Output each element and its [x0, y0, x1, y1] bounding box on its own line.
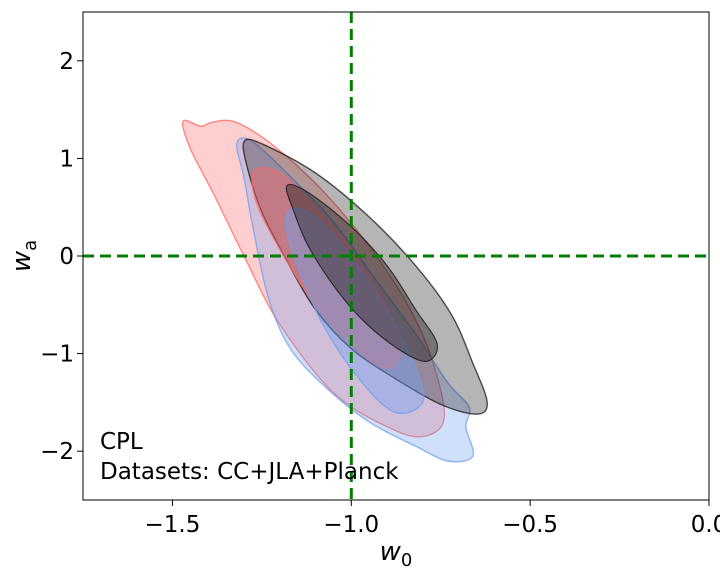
reference-lines	[83, 12, 709, 500]
y-tick-label: 1	[59, 146, 74, 172]
y-tick-label: 2	[59, 49, 74, 75]
x-axis-ticks: −1.5 −1.0 −0.5 0.0	[144, 500, 720, 538]
y-tick-label: −1	[40, 342, 74, 368]
y-tick-label: −2	[40, 439, 74, 465]
contour-layers	[182, 119, 488, 463]
model-annotation: CPL	[100, 429, 143, 455]
datasets-annotation: Datasets: CC+JLA+Planck	[100, 459, 399, 485]
contour-inner-0	[251, 167, 403, 369]
contour-outer-1	[235, 137, 475, 463]
x-tick-label: −1.5	[144, 512, 200, 538]
x-tick-label: 0.0	[691, 512, 720, 538]
x-axis-label: w0	[380, 537, 413, 571]
y-tick-label: 0	[59, 244, 74, 270]
y-axis-ticks: −2 −1 0 1 2	[40, 49, 83, 465]
y-axis-label: wa	[7, 240, 41, 272]
x-tick-label: −1.0	[323, 512, 379, 538]
x-tick-label: −0.5	[502, 512, 558, 538]
